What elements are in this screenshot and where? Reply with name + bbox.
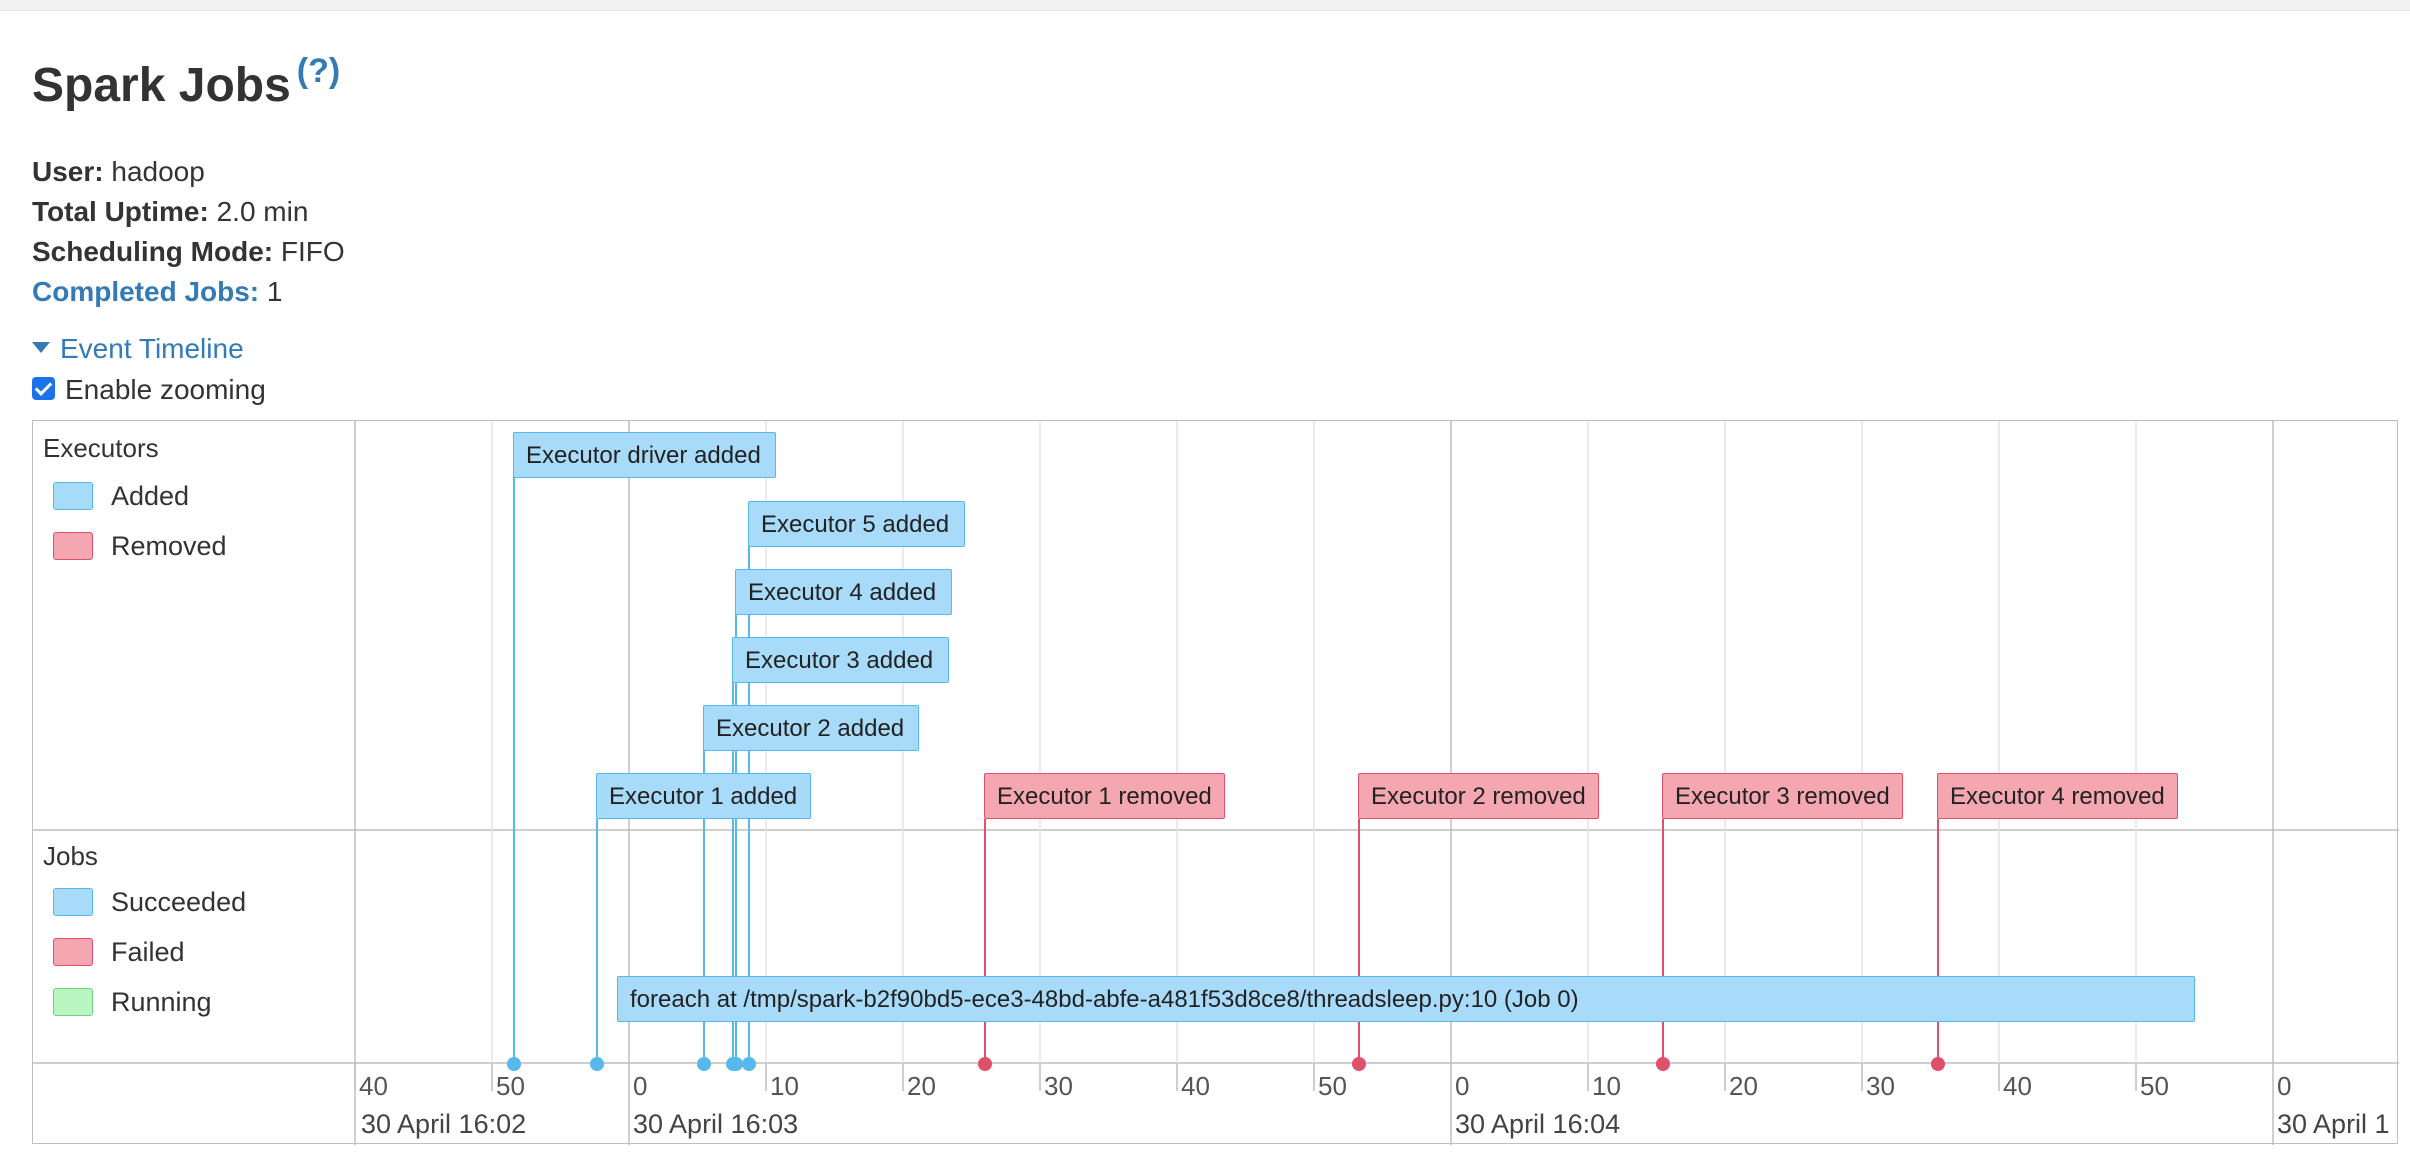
axis-tick: 20 [907,1071,936,1101]
executor-event-box[interactable]: Executor 2 removed [1358,773,1599,819]
axis-tick: 0 [1455,1071,1470,1101]
executor-event-box[interactable]: Executor 1 removed [984,773,1225,819]
axis-date: 30 April 16:02 [361,1109,527,1139]
uptime-row: Total Uptime: 2.0 min [32,196,309,227]
jobs-legend-title: Jobs [43,841,98,871]
scheduling-value: FIFO [280,236,345,267]
executors-legend-title: Executors [43,433,159,463]
axis-date: 30 April 16:04 [1455,1109,1621,1139]
added-swatch [53,481,93,510]
legend-failed: Failed [53,937,185,968]
legend-added: Added [53,481,189,512]
axis-tick: 50 [496,1071,525,1101]
executor-event-box[interactable]: Executor 3 added [732,637,949,683]
axis-date: 30 April 1 [2277,1109,2390,1139]
top-bar [0,0,2410,11]
zoom-checkbox[interactable] [32,377,55,401]
legend-running: Running [53,987,212,1018]
help-link[interactable]: (?) [296,52,341,90]
event-timeline-toggle[interactable]: Event Timeline [32,333,244,365]
job-bar[interactable]: foreach at /tmp/spark-b2f90bd5-ece3-48bd… [617,976,2195,1022]
completed-row: Completed Jobs: 1 [32,272,345,312]
legend-succeeded: Succeeded [53,887,246,918]
executor-event-box[interactable]: Executor 4 removed [1937,773,2178,819]
axis-tick: 10 [1592,1071,1621,1101]
executor-event-box[interactable]: Executor 2 added [703,705,919,751]
axis-tick: 30 [1044,1071,1073,1101]
user-row: User: hadoop [32,156,205,187]
succeeded-swatch [53,887,93,916]
axis-tick: 50 [1318,1071,1347,1101]
axis-tick: 40 [1181,1071,1210,1101]
user-value: hadoop [111,156,205,187]
axis-tick: 0 [633,1071,648,1101]
axis-date: 30 April 16:03 [633,1109,799,1139]
event-timeline[interactable]: Executors Added Removed Jobs Succeeded F… [32,420,2399,1145]
axis-tick: 10 [770,1071,799,1101]
completed-jobs-link[interactable]: Completed Jobs: [32,276,260,307]
zoom-label: Enable zooming [65,374,266,405]
legend-removed: Removed [53,531,227,562]
running-swatch [53,987,93,1016]
completed-value: 1 [266,276,283,307]
summary-info: User: hadoop Total Uptime: 2.0 min Sched… [32,152,345,312]
triangle-down-icon [32,342,50,354]
page-title: Spark Jobs (?) [32,52,341,112]
executor-event-box[interactable]: Executor 4 added [735,569,952,615]
axis-tick: 50 [2140,1071,2169,1101]
axis-tick: 30 [1866,1071,1895,1101]
removed-swatch [53,531,93,560]
executor-event-box[interactable]: Executor driver added [513,432,776,478]
uptime-value: 2.0 min [216,196,309,227]
axis-tick: 40 [359,1071,388,1101]
executor-event-box[interactable]: Executor 3 removed [1662,773,1903,819]
executor-event-box[interactable]: Executor 1 added [596,773,811,819]
failed-swatch [53,937,93,966]
axis-tick: 20 [1729,1071,1758,1101]
axis-tick: 0 [2277,1071,2292,1101]
scheduling-row: Scheduling Mode: FIFO [32,236,345,267]
enable-zooming[interactable]: Enable zooming [32,374,266,406]
axis-tick: 40 [2003,1071,2032,1101]
executor-event-box[interactable]: Executor 5 added [748,501,965,547]
